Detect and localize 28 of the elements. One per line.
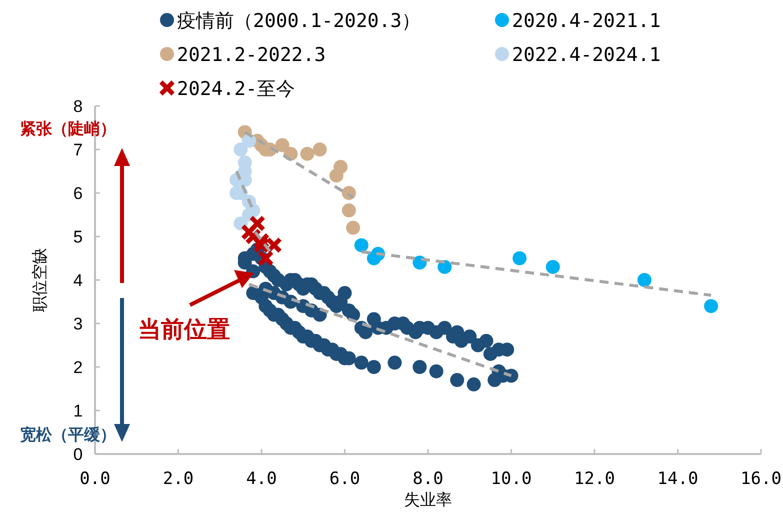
legend-label: 疫情前（2000.1-2020.3）	[177, 10, 421, 32]
y-tick-label: 5	[73, 228, 83, 246]
y-tick-label: 4	[73, 271, 83, 290]
x-tick-label: 8.0	[412, 469, 444, 489]
annotation: 紧张（陡峭）	[20, 120, 116, 138]
x-axis-title: 失业率	[404, 491, 452, 509]
y-tick-label: 6	[73, 184, 83, 203]
y-axis-title: 职位空缺	[31, 248, 49, 312]
x-tick-label: 14.0	[657, 469, 698, 489]
x-tick-label: 6.0	[329, 469, 360, 489]
annotation: 当前位置	[138, 316, 230, 342]
legend-label: 2020.4-2021.1	[512, 10, 661, 32]
annotation: 宽松（平缓）	[20, 425, 116, 444]
y-tick-label: 7	[73, 140, 83, 160]
legend-label: 2024.2-至今	[177, 78, 296, 100]
x-tick-label: 12.0	[574, 469, 615, 489]
legend-label: 2021.2-2022.3	[177, 44, 326, 66]
y-tick-label: 8	[73, 97, 83, 116]
x-tick-label: 4.0	[246, 469, 277, 489]
legend-label: 2022.4-2024.1	[512, 44, 661, 66]
y-tick-label: 1	[73, 402, 83, 420]
y-tick-label: 2	[73, 358, 83, 377]
x-tick-label: 10.0	[490, 469, 532, 489]
x-tick-label: 16.0	[740, 469, 782, 489]
x-tick-label: 2.0	[162, 469, 194, 489]
x-tick-label: 0.0	[80, 469, 110, 489]
y-tick-label: 3	[73, 314, 83, 334]
y-tick-label: 0	[73, 445, 83, 464]
